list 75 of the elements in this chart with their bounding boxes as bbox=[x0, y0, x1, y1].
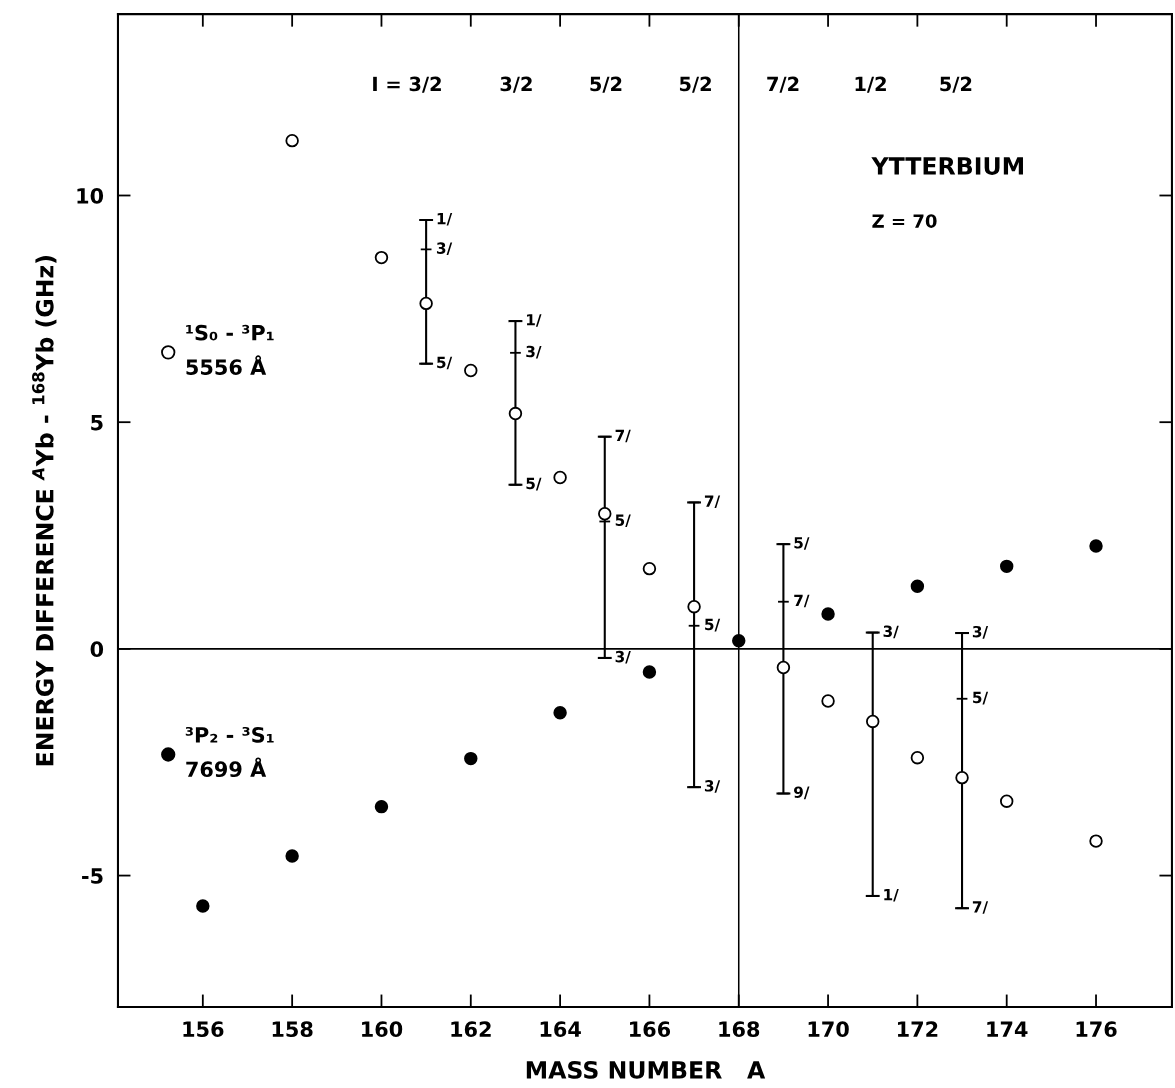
point bbox=[955, 770, 969, 785]
annotation: 1/ bbox=[884, 889, 899, 902]
point bbox=[1089, 834, 1103, 848]
x-tick-label: 164 bbox=[540, 1021, 581, 1038]
annotation: 1/ bbox=[437, 213, 453, 226]
annotation: 7/ bbox=[704, 495, 721, 509]
point bbox=[866, 714, 880, 729]
point bbox=[910, 579, 925, 594]
annotation: 3/ bbox=[526, 345, 542, 359]
point bbox=[821, 607, 835, 621]
annotation: 5/2 bbox=[679, 76, 711, 93]
point bbox=[553, 706, 567, 720]
annotation: 5/ bbox=[526, 477, 542, 491]
legend-label: ¹S₀ - ³P₁ 5556 Å bbox=[186, 324, 274, 375]
point bbox=[464, 751, 478, 766]
annotation: Z = 70 bbox=[872, 214, 937, 228]
annotation: 5/ bbox=[794, 537, 810, 550]
x-tick-label: 170 bbox=[808, 1021, 849, 1038]
point bbox=[776, 660, 791, 675]
annotation: 3/2 bbox=[500, 76, 532, 93]
annotation: 5/2 bbox=[940, 76, 972, 93]
annotation: 9/ bbox=[794, 786, 810, 800]
y-tick-label: -5 bbox=[82, 868, 103, 884]
annotation: 7/2 bbox=[767, 76, 799, 93]
x-tick-label: 172 bbox=[897, 1021, 938, 1037]
x-tick-label: 162 bbox=[451, 1021, 491, 1038]
point bbox=[374, 799, 389, 814]
point bbox=[598, 507, 612, 521]
annotation: 1/ bbox=[526, 314, 542, 327]
annotation: 3/ bbox=[972, 625, 989, 639]
point bbox=[374, 250, 389, 265]
y-tick-label: 10 bbox=[77, 187, 104, 204]
point bbox=[419, 296, 433, 311]
point bbox=[999, 794, 1014, 808]
x-tick-label: 174 bbox=[987, 1021, 1028, 1037]
x-tick-label: 166 bbox=[630, 1021, 671, 1038]
y-tick-label: 5 bbox=[91, 414, 103, 431]
x-tick-label: 158 bbox=[272, 1021, 313, 1038]
annotation: 5/ bbox=[705, 618, 721, 632]
annotation: 3/ bbox=[883, 625, 899, 639]
x-axis-title: MASS NUMBER A bbox=[526, 1060, 766, 1079]
point bbox=[1089, 539, 1103, 553]
point bbox=[999, 559, 1014, 574]
point bbox=[642, 561, 657, 576]
y-tick-label: 0 bbox=[90, 641, 104, 658]
point bbox=[642, 665, 657, 679]
x-tick-label: 168 bbox=[719, 1021, 760, 1038]
x-tick-label: 160 bbox=[362, 1021, 403, 1038]
annotation: 7/ bbox=[794, 594, 810, 608]
point bbox=[508, 406, 523, 421]
x-tick-label: 156 bbox=[183, 1021, 224, 1038]
annotation: 7/ bbox=[615, 429, 631, 443]
point bbox=[687, 600, 701, 614]
annotation: 3/ bbox=[704, 780, 721, 793]
annotation: 5/ bbox=[615, 514, 631, 528]
y-axis-title: ENERGY DIFFERENCE $^{A}$Yb - $^{168}$Yb (GHz) bbox=[32, 256, 57, 766]
annotation: I = 3/2 bbox=[373, 76, 441, 93]
annotation: 5/ bbox=[437, 356, 453, 370]
annotation: 3/ bbox=[615, 650, 631, 664]
annotation: 5/ bbox=[973, 691, 989, 705]
annotation: 5/2 bbox=[590, 76, 622, 93]
annotation: 7/ bbox=[972, 901, 989, 914]
point bbox=[464, 363, 478, 378]
point bbox=[196, 899, 210, 913]
point bbox=[821, 694, 835, 708]
legend-label: ³P₂ - ³S₁ 7699 Å bbox=[185, 726, 274, 778]
annotation: 1/2 bbox=[855, 76, 886, 93]
x-tick-label: 176 bbox=[1076, 1021, 1117, 1038]
point bbox=[732, 634, 746, 648]
annotation: YTTERBIUM bbox=[871, 157, 1023, 175]
point bbox=[285, 133, 299, 148]
point bbox=[553, 470, 567, 485]
annotation: 3/ bbox=[436, 242, 453, 256]
point bbox=[285, 849, 299, 863]
point bbox=[910, 750, 925, 765]
